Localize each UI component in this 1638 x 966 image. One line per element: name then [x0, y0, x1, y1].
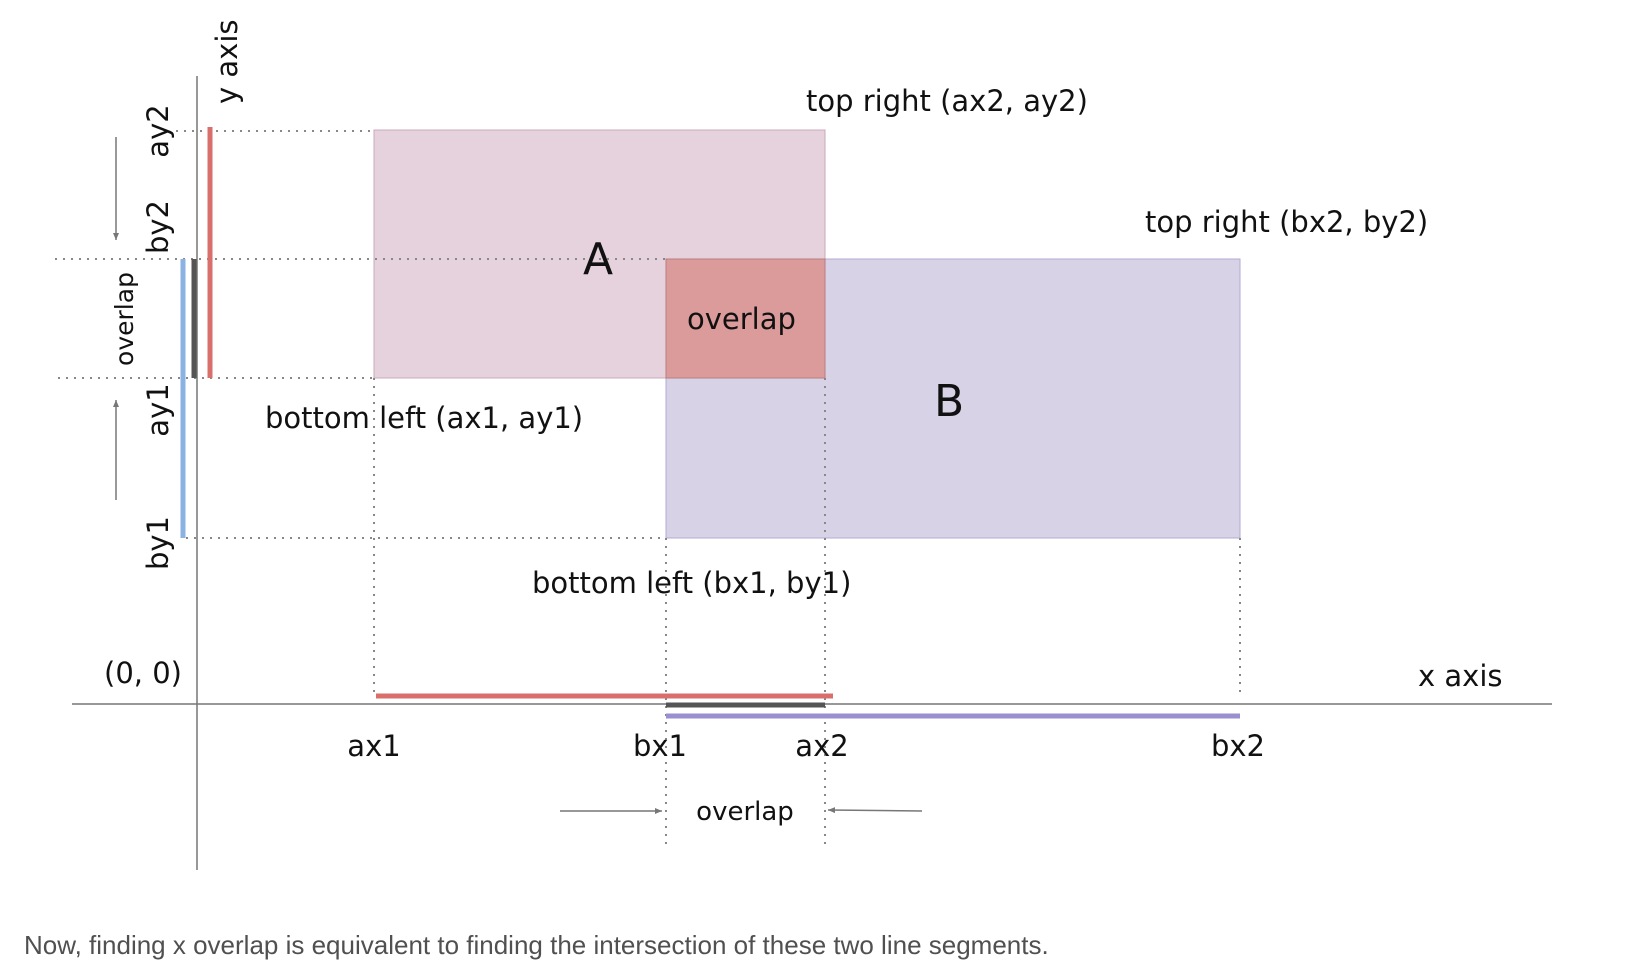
overlap-region-label: overlap — [687, 302, 796, 336]
rect-a-label: A — [583, 234, 613, 285]
y-tick-ay1: ay1 — [141, 383, 175, 436]
x-tick-bx1: bx1 — [633, 729, 687, 763]
rect-b-bottom-left-label: bottom left (bx1, by1) — [532, 566, 851, 600]
rect-b-top-right-label: top right (bx2, by2) — [1145, 205, 1428, 239]
y-overlap-label: overlap — [110, 272, 139, 366]
y-tick-ay2: ay2 — [141, 104, 175, 157]
origin-label: (0, 0) — [104, 656, 182, 690]
x-tick-bx2: bx2 — [1211, 729, 1265, 763]
overlap-diagram: y axis x axis (0, 0) top right (ax2, ay2… — [55, 20, 1552, 870]
x-overlap-arrow-left — [827, 807, 923, 814]
caption: Now, finding x overlap is equivalent to … — [24, 930, 1049, 960]
rect-b-label: B — [934, 376, 964, 427]
x-overlap-label: overlap — [696, 797, 794, 827]
y-tick-by2: by2 — [141, 200, 175, 254]
y-tick-by1: by1 — [141, 516, 175, 570]
overlap-region — [665, 258, 826, 379]
rect-a-bottom-left-label: bottom left (ax1, ay1) — [265, 401, 583, 435]
x-axis-label: x axis — [1418, 659, 1502, 693]
y-axis-label: y axis — [210, 20, 244, 104]
x-tick-ax2: ax2 — [795, 729, 848, 763]
rect-a-top-right-label: top right (ax2, ay2) — [806, 84, 1088, 118]
x-tick-ax1: ax1 — [347, 729, 400, 763]
